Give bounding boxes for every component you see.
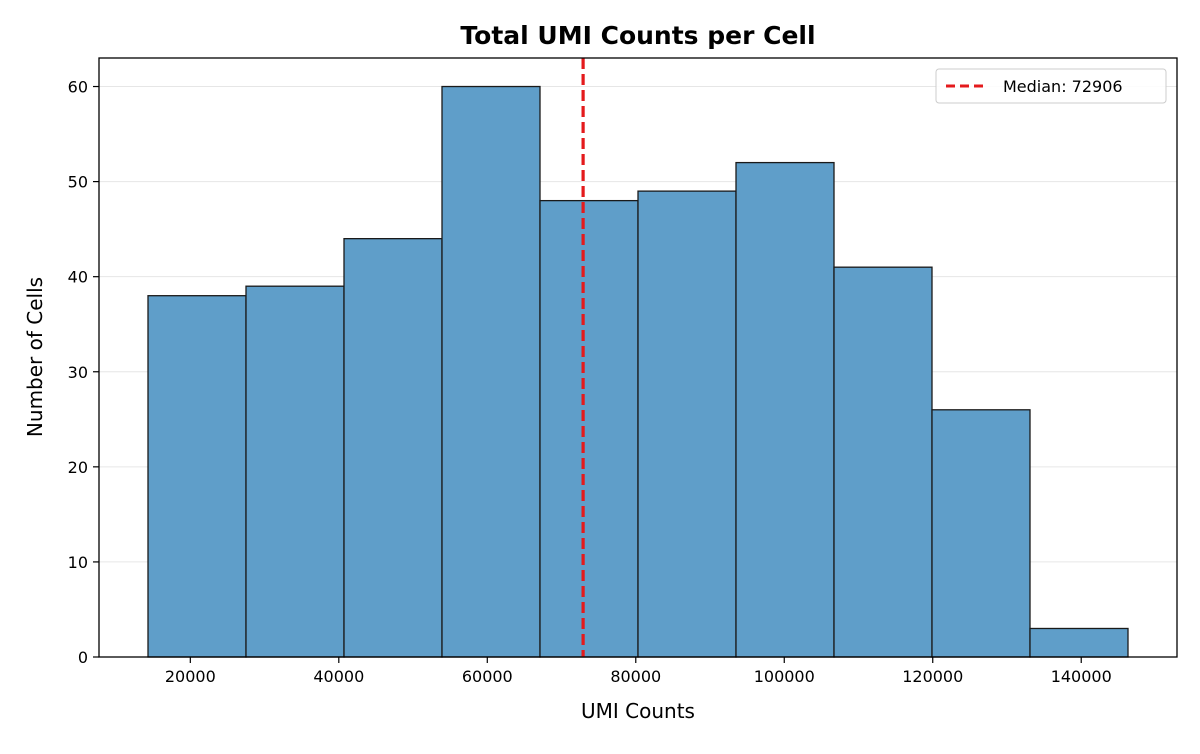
x-axis-label: UMI Counts xyxy=(581,699,695,723)
y-tick-label-4: 40 xyxy=(68,268,88,287)
histogram-bar-0 xyxy=(147,295,247,658)
legend-box xyxy=(935,68,1167,104)
histogram-bar-1 xyxy=(245,285,345,658)
x-tick-label-1: 40000 xyxy=(313,667,364,686)
y-tick-label-2: 20 xyxy=(68,458,88,477)
histogram-bar-3 xyxy=(441,85,541,658)
x-tick-label-4: 100000 xyxy=(754,667,815,686)
y-axis-label: Number of Cells xyxy=(23,277,47,437)
y-axis-ticks: 0 10 20 30 40 50 60 xyxy=(68,78,99,667)
histogram-bar-7 xyxy=(833,266,933,658)
histogram-bar-4 xyxy=(539,199,639,658)
y-tick-label-1: 10 xyxy=(68,553,88,572)
y-tick-label-0: 0 xyxy=(78,648,88,667)
x-tick-label-6: 140000 xyxy=(1051,667,1112,686)
y-tick-label-6: 60 xyxy=(68,78,88,97)
plot-frame xyxy=(98,57,1178,658)
histogram-bar-8 xyxy=(931,409,1031,658)
y-tick-label-5: 50 xyxy=(68,173,88,192)
x-tick-label-0: 20000 xyxy=(165,667,216,686)
bars-layer xyxy=(147,85,1129,658)
x-tick-label-2: 60000 xyxy=(462,667,513,686)
x-tick-label-5: 120000 xyxy=(902,667,963,686)
y-tick-label-3: 30 xyxy=(68,363,88,382)
chart-title: Total UMI Counts per Cell xyxy=(460,21,815,50)
x-tick-label-3: 80000 xyxy=(610,667,661,686)
histogram-bar-2 xyxy=(343,238,443,658)
histogram-bar-9 xyxy=(1029,627,1129,658)
legend-label-median: Median: 72906 xyxy=(1003,77,1123,96)
x-axis-ticks: 20000 40000 60000 80000 100000 120000 140000 xyxy=(165,657,1112,686)
legend: Median: 72906 xyxy=(935,68,1167,104)
histogram-bar-6 xyxy=(735,161,835,658)
histogram-bar-5 xyxy=(637,190,737,658)
